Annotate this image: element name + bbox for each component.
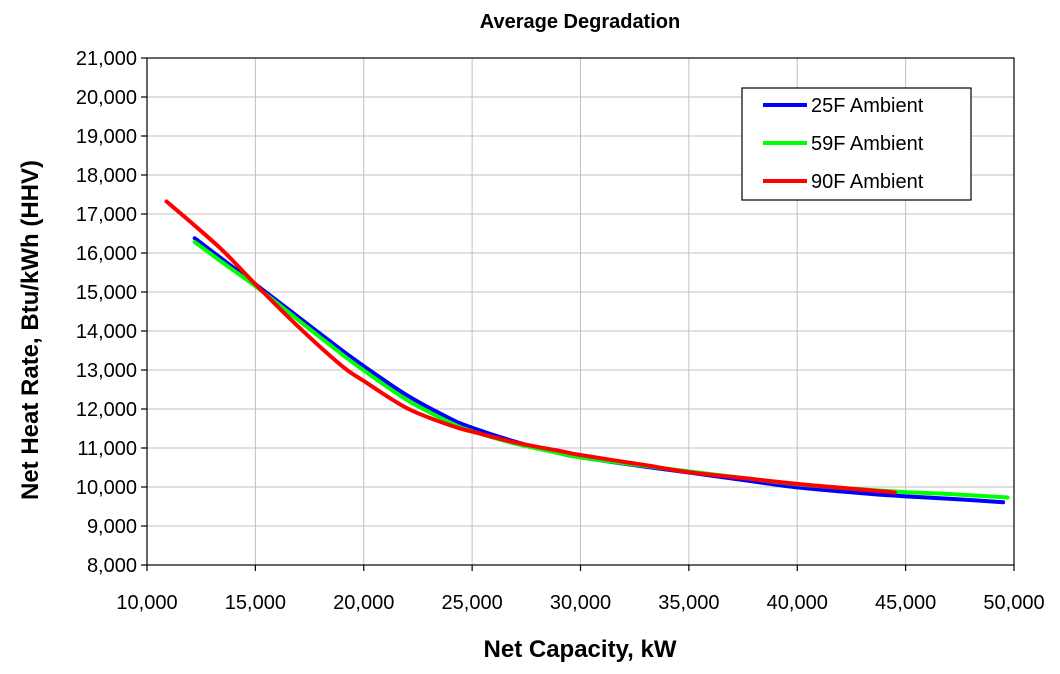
y-tick-label: 11,000 [77,438,137,460]
plot-area-frame [146,57,1015,566]
y-tick-label: 20,000 [76,87,137,109]
x-tick-label: 30,000 [550,592,611,614]
legend-items: 25F Ambient 59F Ambient 90F Ambient [763,95,924,193]
y-tick-label: 21,000 [76,48,137,70]
legend: 25F Ambient 59F Ambient 90F Ambient [741,87,972,201]
legend-label-25f-ambient: 25F Ambient [811,95,924,117]
y-tick-label: 10,000 [76,477,137,499]
legend-label-59f-ambient: 59F Ambient [811,133,924,155]
y-axis-title: Net Heat Rate, Btu/kWh (HHV) [17,160,44,500]
x-tick-label: 50,000 [983,592,1044,614]
x-tick-label: 25,000 [442,592,503,614]
y-tick-label: 17,000 [76,204,137,226]
y-tick-label: 19,000 [76,126,137,148]
x-tick-label: 15,000 [225,592,286,614]
x-axis-title: Net Capacity, kW [484,636,677,663]
x-tick-label: 20,000 [333,592,394,614]
y-tick-label: 12,000 [76,399,137,421]
x-tick-label: 40,000 [767,592,828,614]
series-line-90f-ambient [164,199,897,495]
y-tick-label: 16,000 [76,243,137,265]
y-tick-label: 13,000 [76,360,137,382]
series-lines [164,199,1010,505]
y-tick-label: 9,000 [87,516,137,538]
x-tick-label: 10,000 [116,592,177,614]
y-tick-label: 14,000 [76,321,137,343]
tick-labels: 10,000 15,000 20,000 25,000 30,000 35,000 40,0… [76,48,1045,614]
y-tick-label: 15,000 [76,282,137,304]
x-tick-label: 35,000 [658,592,719,614]
legend-label-90f-ambient: 90F Ambient [811,171,924,193]
chart-title: Average Degradation [480,11,680,33]
y-tick-label: 8,000 [87,555,137,577]
y-tick-label: 18,000 [76,165,137,187]
axes [141,57,1015,571]
x-tick-label: 45,000 [875,592,936,614]
